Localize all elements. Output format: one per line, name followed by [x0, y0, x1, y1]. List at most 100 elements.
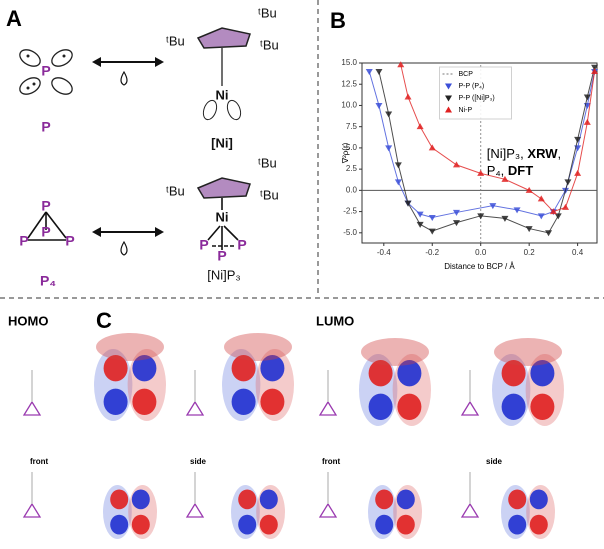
resonance-arrow	[92, 57, 164, 85]
y-tick-label: -2.5	[343, 207, 357, 216]
orbital-lobe	[397, 515, 415, 535]
orbital-lobe	[132, 515, 150, 535]
marker	[574, 170, 581, 176]
legend-label: BCP	[459, 71, 474, 78]
orbital-lobe	[508, 515, 526, 535]
marker	[385, 111, 392, 117]
annotation: [Ni]P₃, XRW,	[487, 146, 561, 161]
atom-label: Ni	[216, 87, 229, 102]
view-label: front	[30, 457, 49, 466]
y-tick-label: 7.5	[346, 122, 358, 131]
orbital-lobe	[530, 490, 548, 510]
orbital-lobe	[110, 515, 128, 535]
orbital-lobe	[508, 490, 526, 510]
orbital-lobe	[397, 394, 421, 420]
orbital-lobe	[110, 490, 128, 510]
orbital-lobe	[96, 333, 164, 361]
marker	[584, 119, 591, 125]
atom-label: P	[199, 237, 208, 253]
orbital-lobe	[104, 389, 128, 415]
orbital-lobe	[232, 389, 256, 415]
substituent: ᵗBu	[260, 37, 279, 52]
orbital-lobe	[132, 389, 156, 415]
marker	[538, 195, 545, 201]
y-tick-label: 15.0	[341, 58, 357, 67]
panel-label: A	[6, 6, 22, 31]
x-tick-label: 0.2	[524, 248, 536, 257]
x-tick-label: 0.4	[572, 248, 584, 257]
orbital-lobe	[238, 515, 256, 535]
orbital-lobe	[502, 394, 526, 420]
marker	[405, 93, 412, 99]
panel-label: B	[330, 8, 346, 33]
molecule-sketch	[462, 504, 478, 517]
substituent: ᵗBu	[260, 187, 279, 202]
orbital-lobe	[238, 490, 256, 510]
y-tick-label: 12.5	[341, 79, 357, 88]
marker	[562, 204, 569, 210]
orbital-lobe	[397, 490, 415, 510]
atom-label: P	[217, 248, 226, 264]
molecule-sketch	[24, 504, 40, 517]
orbital-lobe	[375, 490, 393, 510]
atom-label: P	[41, 224, 50, 240]
marker	[574, 137, 581, 143]
orbital-lobe	[494, 338, 562, 366]
annotation-part: DFT	[508, 163, 533, 178]
marker	[417, 222, 424, 228]
orbital-lobe	[530, 394, 554, 420]
marker	[429, 229, 436, 235]
substituent: ᵗBu	[166, 183, 185, 198]
substituent: ᵗBu	[258, 5, 277, 20]
y-tick-label: 0.0	[346, 185, 358, 194]
x-tick-label: -0.4	[377, 248, 391, 257]
orbital-label: LUMO	[316, 313, 354, 328]
cp-ring	[198, 178, 250, 198]
species-label: [Ni]P₃	[207, 267, 240, 282]
substituent: ᵗBu	[166, 33, 185, 48]
y-tick-label: -5.0	[343, 228, 357, 237]
legend-label: Ni-P	[459, 107, 473, 114]
annotation-part: [Ni]P₃,	[487, 146, 528, 161]
orbital-lobe	[260, 490, 278, 510]
annotation-part: P₄,	[487, 163, 508, 178]
annotation-part: ,	[558, 146, 562, 161]
marker	[417, 123, 424, 129]
atom-label: Ni	[216, 209, 229, 224]
marker	[538, 213, 545, 219]
atom-label: P	[41, 63, 50, 79]
orbital-lobe	[224, 333, 292, 361]
panel-label: C	[96, 308, 112, 333]
marker	[545, 230, 552, 236]
orbital-lobe	[260, 515, 278, 535]
marker	[429, 144, 436, 150]
annotation-part: XRW	[527, 146, 558, 161]
species-label: P₄	[40, 273, 56, 289]
marker	[564, 179, 571, 185]
atom-label: P	[41, 198, 50, 214]
page: A P P ᵗBu ᵗBu ᵗBu Ni [Ni] P P P P P₄ ᵗBu…	[0, 0, 604, 549]
marker	[375, 103, 382, 109]
view-label: front	[322, 457, 341, 466]
orbital-lobe	[375, 515, 393, 535]
orbital-images	[24, 333, 564, 539]
cp-ring	[198, 28, 250, 121]
figure: A P P ᵗBu ᵗBu ᵗBu Ni [Ni] P P P P P₄ ᵗBu…	[0, 0, 604, 544]
y-axis-label: ∇²ρ(r)	[341, 142, 350, 164]
legend-label: P-P (P₄)	[459, 83, 485, 90]
molecule-sketch	[320, 504, 336, 517]
molecule-sketch	[462, 402, 478, 415]
y-tick-label: 2.5	[346, 164, 358, 173]
atom-label: P	[19, 233, 28, 249]
orbital-lobe	[369, 394, 393, 420]
atom-label: P	[65, 233, 74, 249]
marker	[385, 145, 392, 151]
marker	[584, 94, 591, 100]
substituent: ᵗBu	[258, 155, 277, 170]
marker	[555, 213, 562, 219]
x-tick-label: -0.2	[425, 248, 439, 257]
marker	[453, 161, 460, 167]
orbital-lobe	[260, 389, 284, 415]
x-tick-label: 0.0	[475, 248, 487, 257]
